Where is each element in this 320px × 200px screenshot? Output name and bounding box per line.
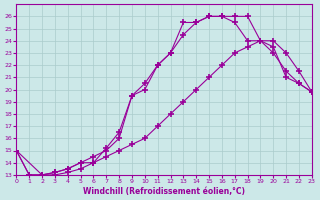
X-axis label: Windchill (Refroidissement éolien,°C): Windchill (Refroidissement éolien,°C): [83, 187, 245, 196]
